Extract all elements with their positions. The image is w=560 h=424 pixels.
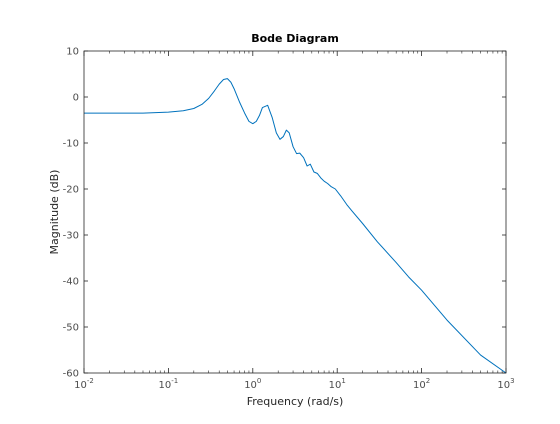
- y-tick-label: -10: [63, 139, 79, 150]
- x-tick-label: 10-2: [74, 377, 94, 391]
- y-tick-label: -60: [63, 369, 79, 380]
- x-tick-label: 10-1: [159, 377, 179, 391]
- axis-ticks: [83, 50, 507, 374]
- y-tick-label: -40: [63, 277, 79, 288]
- y-axis-label: Magnitude (dB): [48, 170, 61, 255]
- x-tick-label: 100: [244, 377, 261, 391]
- y-tick-label: 0: [73, 93, 79, 104]
- x-tick-label: 102: [413, 377, 430, 391]
- series-layer: [84, 78, 507, 374]
- x-tick-label: 103: [497, 377, 514, 391]
- magnitude-line: [84, 78, 507, 374]
- x-axis-label: Frequency (rad/s): [247, 395, 344, 408]
- y-tick-label: -50: [63, 323, 79, 334]
- plot-area-frame: [83, 50, 507, 374]
- y-tick-label: -20: [63, 185, 79, 196]
- y-tick-label: 10: [66, 47, 79, 58]
- y-tick-label: -30: [63, 231, 79, 242]
- x-tick-label: 101: [329, 377, 346, 391]
- chart-title: Bode Diagram: [251, 32, 339, 45]
